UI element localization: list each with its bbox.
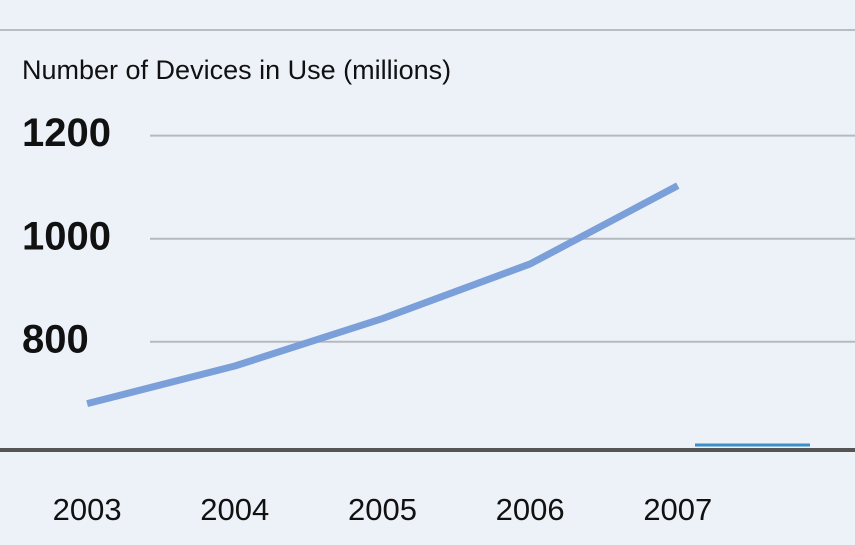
y-tick-label: 1000 xyxy=(22,214,111,258)
x-tick-label: 2005 xyxy=(348,492,417,527)
y-tick-label: 800 xyxy=(22,317,89,361)
x-tick-label: 2003 xyxy=(53,492,122,527)
x-tick-label: 2004 xyxy=(200,492,269,527)
line xyxy=(86,182,680,408)
y-tick-label: 1200 xyxy=(22,111,111,155)
x-tick-label: 2006 xyxy=(496,492,565,527)
x-tick-label: 2007 xyxy=(643,492,712,527)
chart-title: Number of Devices in Use (millions) xyxy=(22,55,451,85)
